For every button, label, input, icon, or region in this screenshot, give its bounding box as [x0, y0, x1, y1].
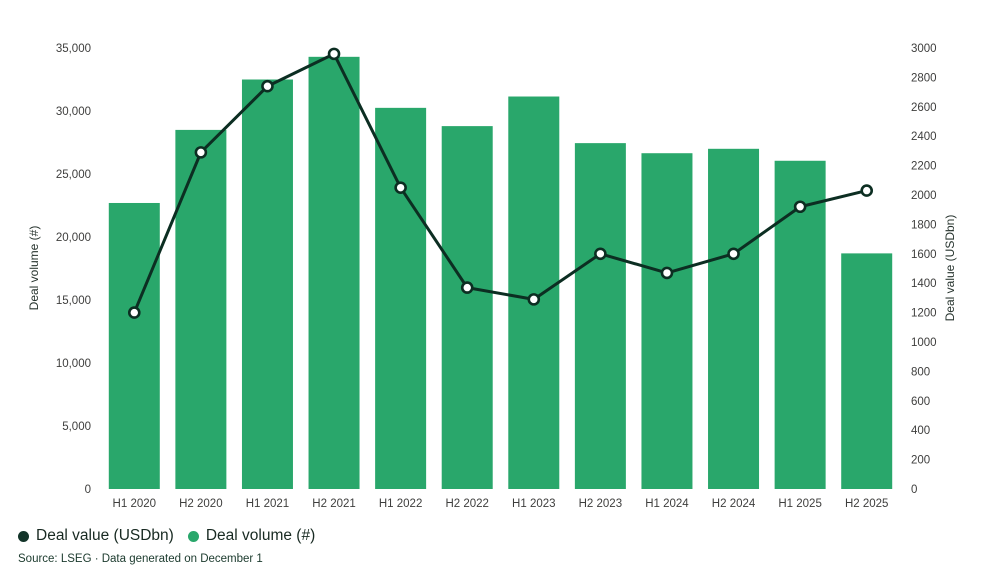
deal-value-point-h2-2021 — [327, 47, 341, 61]
bar-h2-2020 — [175, 129, 227, 489]
bar-h1-2022 — [375, 107, 427, 489]
right-axis-tick: 1400 — [911, 278, 937, 290]
deal-volume-legend-label: Deal volume (#) — [205, 527, 316, 544]
deal-volume-legend-dot-icon — [187, 530, 199, 542]
deal-value-point-h1-2024 — [660, 266, 674, 280]
deal-value-point-h2-2022 — [460, 281, 474, 294]
deal-value-legend-label: Deal value (USDbn) — [36, 527, 174, 544]
left-axis-tick: 35,000 — [56, 43, 91, 55]
combo-chart-svg: 0 5,000 10,000 15,000 20,000 25,000 30,000 35,0… — [27, 43, 957, 510]
source-note: Source: LSEG · Data generated on Decembe… — [18, 553, 263, 565]
x-axis-label-h2-2022: H2 2022 — [445, 498, 488, 510]
left-axis-tick: 30,000 — [56, 106, 91, 118]
left-axis-tick: 25,000 — [56, 169, 91, 181]
right-axis-tick: 2000 — [911, 190, 937, 202]
deal-value-point-h1-2020 — [127, 306, 141, 319]
right-axis-tick: 200 — [911, 455, 930, 467]
right-axis-tick: 1800 — [911, 219, 937, 231]
right-axis-tick: 0 — [911, 484, 917, 496]
x-axis-label-h1-2024: H1 2024 — [645, 498, 689, 510]
deal-value-legend-dot-icon — [18, 530, 29, 542]
x-axis-label-h1-2023: H1 2023 — [512, 498, 555, 510]
x-axis-label-h1-2020: H1 2020 — [113, 498, 156, 510]
deal-value-point-h1-2022 — [394, 181, 407, 194]
x-axis-label-h2-2021: H2 2021 — [312, 498, 355, 510]
x-axis-label-h2-2020: H2 2020 — [179, 498, 222, 510]
x-axis-label-h1-2025: H1 2025 — [778, 498, 821, 510]
bar-h1-2025 — [774, 160, 826, 489]
right-axis-tick: 3000 — [911, 43, 937, 55]
right-axis-tick: 2400 — [911, 131, 937, 143]
left-axis-tick: 0 — [85, 484, 91, 496]
deal-value-point-h2-2020 — [194, 146, 208, 159]
deal-value-point-h2-2024 — [727, 247, 740, 261]
legend-item-deal-volume: Deal volume (#) — [187, 527, 316, 545]
right-axis-tick: 1000 — [911, 337, 937, 349]
deal-value-line — [132, 52, 868, 314]
bar-h2-2022 — [441, 126, 493, 490]
right-axis-tick: 1200 — [911, 308, 937, 320]
deal-value-point-h2-2023 — [594, 247, 607, 261]
bar-h2-2024 — [708, 148, 760, 490]
left-axis-tick: 15,000 — [56, 295, 91, 307]
right-axis-tick: 1600 — [911, 249, 937, 261]
bar-h1-2023 — [508, 96, 560, 489]
right-axis-tick: 600 — [911, 396, 930, 408]
right-axis-tick: 400 — [911, 425, 930, 437]
left-axis-tick: 10,000 — [56, 358, 91, 370]
right-axis-tick: 2800 — [911, 72, 937, 84]
left-axis-tick: 20,000 — [56, 232, 91, 244]
x-axis-label-h1-2021: H1 2021 — [246, 498, 289, 510]
bar-h2-2025 — [841, 253, 893, 489]
right-axis-tick: 2600 — [911, 102, 937, 114]
bar-h1-2024 — [641, 153, 693, 489]
x-axis-label-h2-2023: H2 2023 — [579, 498, 622, 510]
deal-value-point-h2-2025 — [860, 184, 874, 197]
legend-item-deal-value: Deal value (USDbn) — [18, 527, 174, 545]
deal-value-point-h1-2023 — [527, 293, 541, 306]
chart-legend: Deal value (USDbn) Deal volume (#) — [18, 527, 315, 545]
x-axis-label-h1-2022: H1 2022 — [379, 498, 422, 510]
deal-value-point-h1-2025 — [793, 200, 807, 214]
deal-value-point-h1-2021 — [261, 79, 274, 93]
left-axis-title: Deal volume (#) — [27, 226, 41, 311]
right-axis-title: Deal value (USDbn) — [943, 215, 957, 322]
right-axis-tick: 2200 — [911, 161, 937, 173]
bar-h2-2023 — [574, 143, 626, 489]
bar-h1-2021 — [241, 79, 293, 489]
bar-h2-2021 — [308, 56, 360, 489]
x-axis-label-h2-2024: H2 2024 — [712, 498, 756, 510]
right-axis-tick: 800 — [911, 366, 930, 378]
bar-h1-2020 — [108, 202, 160, 490]
left-axis-tick: 5,000 — [62, 421, 91, 433]
x-axis-label-h2-2025: H2 2025 — [845, 498, 888, 510]
